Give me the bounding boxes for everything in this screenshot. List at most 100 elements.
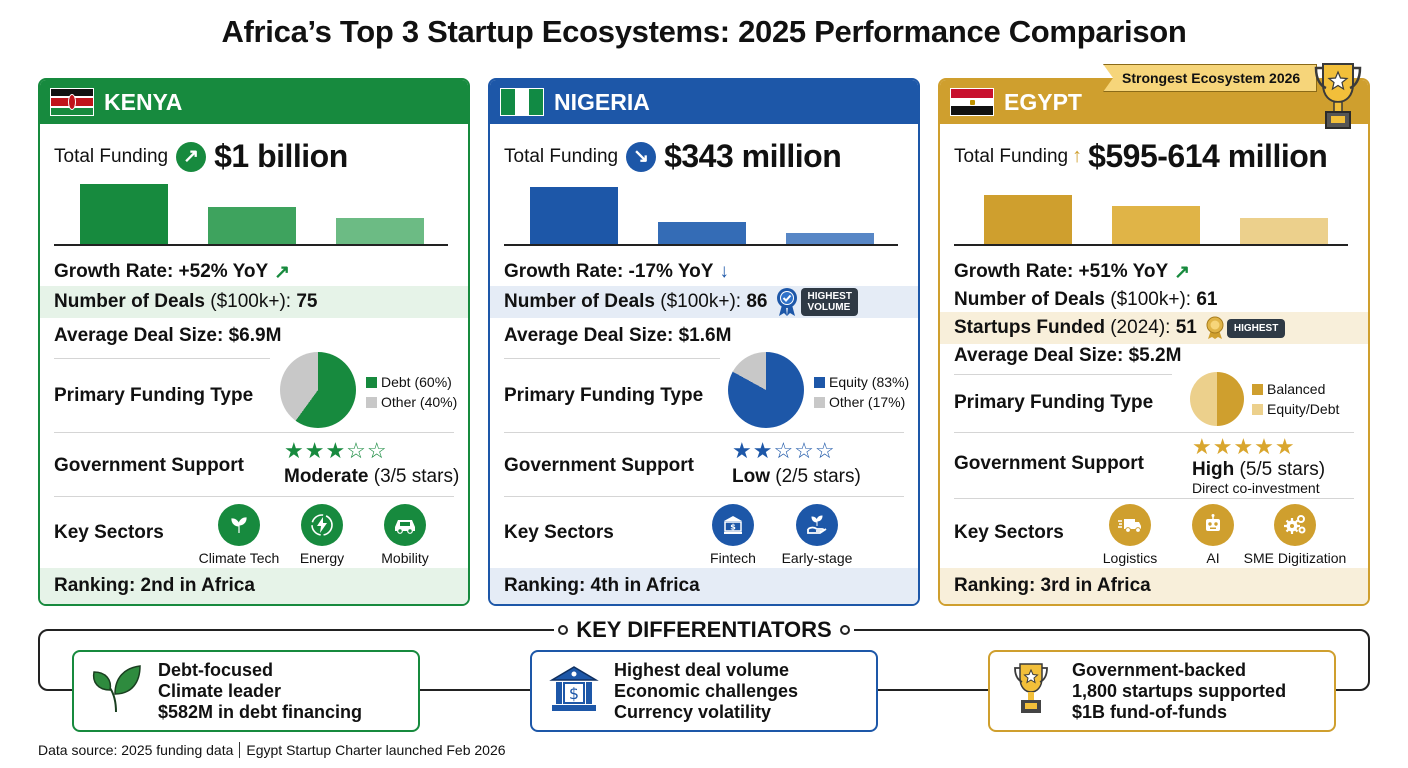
bar [984,195,1072,244]
lightning-bolt-icon [301,504,343,546]
total-funding: Total Funding ↘ $343 million [504,138,842,175]
number-of-deals: Number of Deals ($100k+): 86 HIGHEST VOLU… [490,286,918,318]
kenya-flag-icon [50,88,94,116]
trend-up-icon: ↗ [1174,261,1191,283]
star-rating-icon: ★★★☆☆ [284,438,388,463]
arrow-up-right-icon: ↗ [176,141,207,172]
funding-type-pie [280,352,356,428]
sector-mobility: Mobility [350,504,460,566]
differentiator-text: Debt-focused Climate leader $582M in deb… [158,659,363,722]
divider [504,358,720,359]
trend-up-icon: ↗ [274,261,291,283]
card-kenya: KENYA Total Funding ↗ $1 billion Growth … [38,78,470,606]
star-rating-icon: ★★☆☆☆ [732,438,836,463]
growth-rate: Growth Rate: -17% YoY ↓ [504,261,729,282]
funding-type-label: Primary Funding Type [954,392,1154,413]
divider [504,496,904,497]
bar [658,222,746,244]
funding-bar-chart [954,180,1348,246]
card-egypt: EGYPT Total Funding ↑ $595-614 million G… [938,78,1370,606]
trophy-icon [1313,60,1363,137]
government-support-detail: Direct co-investment [1192,480,1320,496]
connector-dot-icon [839,625,850,635]
svg-text:$: $ [569,684,579,703]
bank-icon: $ [548,664,600,719]
card-nigeria: NIGERIA Total Funding ↘ $343 million Gro… [488,78,920,606]
bar [786,233,874,244]
differentiator-nigeria: $ Highest deal volume Economic challenge… [530,650,878,732]
card-header: KENYA [40,80,468,124]
growth-rate: Growth Rate: +52% YoY ↗ [54,261,291,283]
bar [1112,206,1200,244]
arrow-up-icon: ↑ [1072,145,1083,167]
government-support-label: Government Support [54,455,245,476]
sprout-in-hand-icon [796,504,838,546]
number-of-deals: Number of Deals ($100k+): 75 [40,286,468,318]
highest-volume-badge: HIGHEST VOLUME [775,287,858,317]
award-medal-icon [1206,316,1224,339]
number-of-deals: Number of Deals ($100k+): 61 [954,289,1218,310]
funding-label: Total Funding [504,145,619,167]
country-name: EGYPT [1004,88,1082,115]
trophy-icon [1014,662,1048,721]
sector-climate-tech: Climate Tech [184,504,294,566]
divider [54,358,270,359]
highest-badge: HIGHEST [1205,316,1286,340]
key-differentiators-title: KEY DIFFERENTIATORS [554,616,854,644]
divider [954,498,1354,499]
funding-type-label: Primary Funding Type [504,385,704,406]
total-funding: Total Funding ↗ $1 billion [54,138,348,175]
startups-funded: Startups Funded (2024): 51 HIGHEST [940,312,1368,344]
egypt-flag-icon [950,88,994,116]
sector-energy: Energy [267,504,377,566]
sector-ai: AI [1158,504,1268,566]
svg-text:$: $ [730,523,736,532]
government-support-label: Government Support [954,453,1145,474]
divider [239,742,241,758]
funding-bar-chart [504,180,898,246]
gears-icon [1274,504,1316,546]
divider [54,496,454,497]
government-support-value: Low (2/5 stars) [732,466,861,487]
card-header: NIGERIA [490,80,918,124]
bar [336,218,424,244]
government-support-label: Government Support [504,455,695,476]
bar [80,184,168,244]
pie-legend: Equity (83%) Other (17%) [814,372,909,412]
government-support-value: Moderate (3/5 stars) [284,466,460,487]
leaf-icon [90,664,144,719]
pie-legend: Debt (60%) Other (40%) [366,372,457,412]
differentiator-text: Highest deal volume Economic challenges … [614,659,799,722]
arrow-down-right-icon: ↘ [626,141,657,172]
average-deal-size: Average Deal Size: $6.9M [54,325,282,346]
nigeria-flag-icon [500,88,544,116]
bar [1240,218,1328,244]
average-deal-size: Average Deal Size: $5.2M [954,345,1182,366]
differentiator-kenya: Debt-focused Climate leader $582M in deb… [72,650,420,732]
bank-icon: $ [712,504,754,546]
country-name: KENYA [104,88,183,115]
bar [208,207,296,244]
divider [954,432,1354,433]
leaf-icon [218,504,260,546]
data-source-note: Data source: 2025 funding data Egypt Star… [38,742,506,758]
ranking: Ranking: 3rd in Africa [940,568,1368,604]
funding-value: $1 billion [214,138,348,174]
truck-icon [1109,504,1151,546]
key-sectors-label: Key Sectors [504,522,614,543]
robot-icon [1192,504,1234,546]
funding-type-pie [728,352,804,428]
funding-bar-chart [54,180,448,246]
funding-label: Total Funding [54,145,169,167]
total-funding: Total Funding ↑ $595-614 million [954,138,1328,175]
funding-label: Total Funding [954,145,1069,167]
funding-type-pie [1190,372,1244,426]
divider [54,432,454,433]
ranking: Ranking: 4th in Africa [490,568,918,604]
sector-fintech: $ Fintech [678,504,788,566]
sector-logistics: Logistics [1075,504,1185,566]
key-sectors-label: Key Sectors [54,522,164,543]
star-rating-icon: ★★★★★ [1192,434,1296,459]
country-name: NIGERIA [554,88,650,115]
growth-rate: Growth Rate: +51% YoY ↗ [954,261,1191,283]
